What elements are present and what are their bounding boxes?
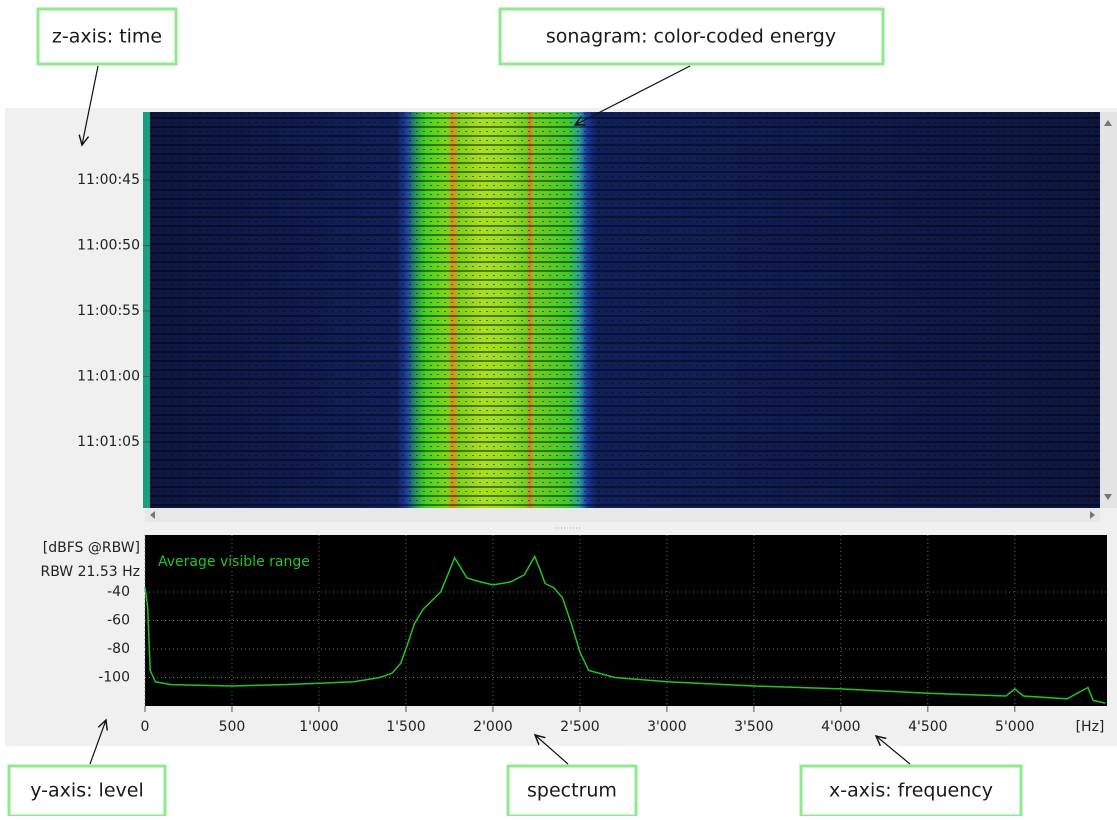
- arrow: [575, 65, 691, 125]
- horizontal-scrollbar[interactable]: [145, 508, 1100, 522]
- y-tick-label: -40: [107, 584, 130, 600]
- x-tick-label: 2'500: [560, 719, 599, 735]
- x-tick-label: 500: [219, 719, 246, 735]
- x-tick-label: 4'500: [908, 719, 947, 735]
- arrow: [82, 65, 99, 145]
- spectrum-line: [144, 554, 1106, 704]
- x-tick-label: 4'000: [821, 719, 860, 735]
- annotation-box: [799, 764, 1023, 818]
- y-axis-label: RBW 21.53 Hz: [40, 564, 140, 580]
- annotation: z-axis: time: [52, 26, 162, 48]
- annotation: x-axis: frequency: [829, 780, 993, 802]
- x-tick-label: 3'000: [647, 719, 686, 735]
- sonagram-edge: [143, 112, 151, 508]
- time-label: 11:01:00: [77, 369, 140, 385]
- x-tick-label: 3'500: [734, 719, 773, 735]
- y-tick-label: -100: [98, 670, 130, 686]
- time-label: 11:01:05: [77, 434, 140, 450]
- x-tick-label: 5'000: [995, 719, 1034, 735]
- spectrum-layer: [144, 535, 1107, 706]
- scroll-down[interactable]: [1104, 494, 1112, 500]
- x-tick-label: 2'000: [473, 719, 512, 735]
- time-label: 11:00:45: [77, 172, 140, 188]
- vertical-scrollbar[interactable]: [1100, 112, 1117, 508]
- x-tick-label: 1'000: [299, 719, 338, 735]
- arrow: [535, 735, 569, 765]
- arrow: [89, 720, 106, 765]
- annotation: y-axis: level: [30, 780, 143, 802]
- annotation: sonagram: color-coded energy: [546, 26, 836, 48]
- y-tick-label: -60: [107, 613, 130, 629]
- y-tick-label: -80: [107, 641, 130, 657]
- annotation-box: [36, 7, 178, 66]
- annotation: spectrum: [527, 780, 617, 802]
- x-tick-label: 1'500: [386, 719, 425, 735]
- scroll-left[interactable]: [150, 511, 155, 519]
- scroll-right[interactable]: [1090, 511, 1095, 519]
- x-axis-unit: [Hz]: [1076, 719, 1105, 735]
- time-label: 11:00:55: [77, 303, 140, 319]
- y-axis-label: [dBFS @RBW]: [43, 540, 140, 556]
- x-tick-label: 0: [141, 719, 150, 735]
- scroll-up[interactable]: [1104, 120, 1112, 126]
- sonagram-texture: [150, 112, 1100, 508]
- legend-label: Average visible range: [158, 554, 310, 570]
- annotation-box: [498, 7, 885, 66]
- time-label: 11:00:50: [77, 238, 140, 254]
- arrow: [876, 736, 911, 765]
